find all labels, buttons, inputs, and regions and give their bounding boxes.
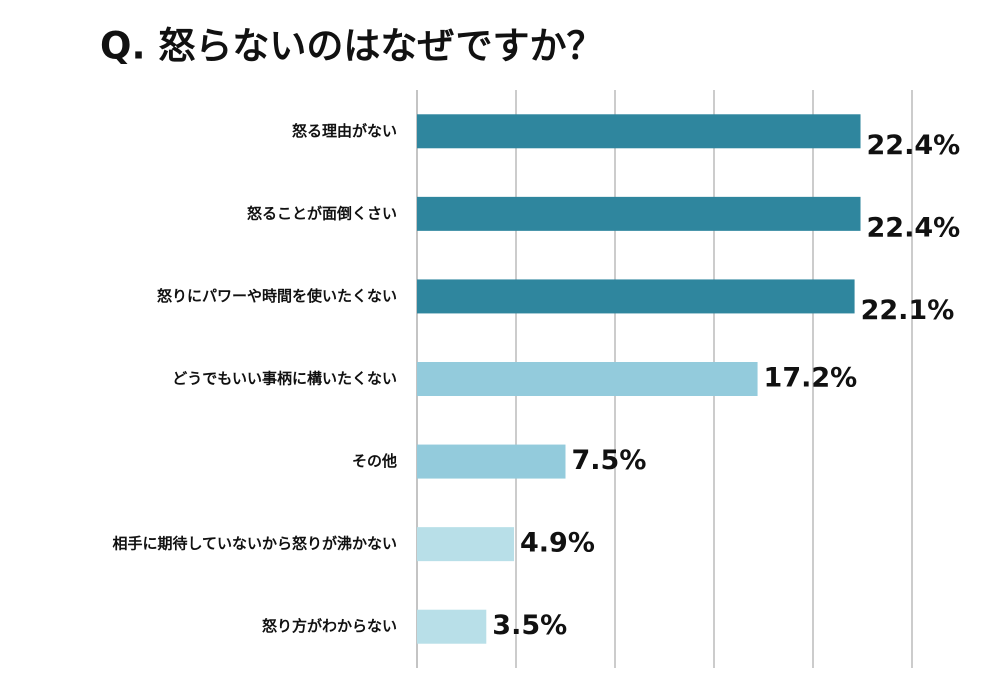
- value-label: 3.5%: [492, 610, 567, 641]
- bar: [417, 196, 861, 231]
- y-tick-label: その他: [352, 452, 397, 470]
- y-tick-label: 怒る理由がない: [292, 122, 397, 140]
- bar: [417, 279, 855, 314]
- y-tick-label: 怒りにパワーや時間を使いたくない: [157, 287, 397, 305]
- value-label: 17.2%: [764, 363, 858, 394]
- bar: [417, 527, 515, 562]
- y-tick-label: 相手に期待していないから怒りが沸かない: [112, 535, 397, 553]
- value-label: 22.4%: [867, 130, 961, 161]
- bar: [417, 444, 566, 479]
- y-tick-label: どうでもいい事柄に構いたくない: [172, 370, 397, 388]
- value-label: 22.4%: [867, 212, 961, 243]
- bar: [417, 114, 861, 149]
- value-label: 22.1%: [861, 295, 955, 326]
- y-tick-label: 怒ることが面倒くさい: [247, 204, 397, 222]
- value-label: 4.9%: [520, 528, 595, 559]
- y-tick-label: 怒り方がわからない: [262, 617, 397, 635]
- bar: [417, 362, 758, 396]
- bar: [417, 609, 487, 644]
- chart-title: Q. 怒らないのはなぜですか？: [100, 25, 604, 68]
- value-label: 7.5%: [572, 445, 647, 476]
